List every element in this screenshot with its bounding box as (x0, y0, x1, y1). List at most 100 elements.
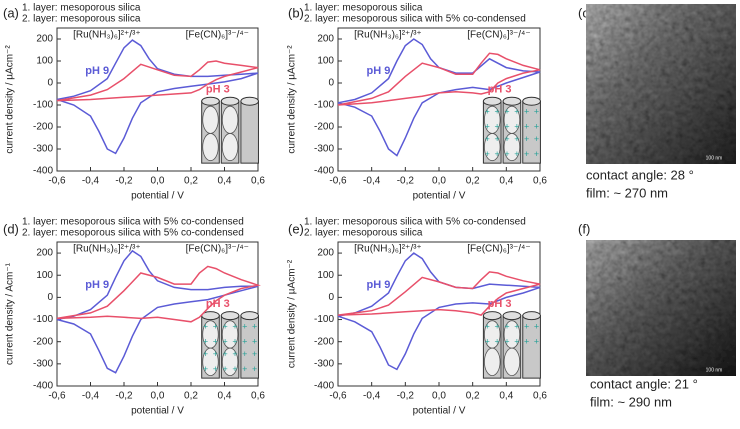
y-axis-label: current density / µAcm⁻² (5, 45, 16, 154)
cv-curve (337, 52, 541, 106)
x-tick-label: -0,2 (397, 391, 415, 402)
charge-mark: + (213, 349, 218, 359)
charge-mark: + (485, 122, 490, 132)
y-tick-label: -200 (314, 336, 334, 347)
x-tick-label: 0,6 (251, 391, 265, 402)
charge-mark: + (232, 349, 237, 359)
charge-mark: + (514, 321, 519, 331)
caption: film: ~ 270 nm (586, 185, 668, 200)
charge-mark: + (203, 364, 208, 374)
charge-mark: + (495, 149, 500, 159)
charge-mark: + (485, 336, 490, 346)
fe-complex-label: [Fe(CN)₆]³⁻/⁴⁻ (467, 244, 530, 255)
charge-mark: + (213, 364, 218, 374)
x-tick-label: 0,2 (184, 176, 198, 187)
charge-mark: + (524, 336, 529, 346)
y-axis-label: current density / µAcm⁻² (287, 45, 298, 154)
layer-description: 2. layer: mesoporous silica with 5% co-c… (304, 14, 526, 25)
charge-mark: + (534, 321, 539, 331)
pore-top (502, 96, 522, 106)
series-label: pH 3 (206, 83, 230, 95)
x-axis-label: potential / V (131, 191, 184, 202)
pore-bulge (202, 105, 219, 134)
y-tick-label: -200 (33, 336, 53, 347)
fe-complex-label: [Fe(CN)₆]³⁻/⁴⁻ (186, 244, 249, 255)
y-tick-label: -300 (33, 358, 53, 369)
x-tick-label: -0,2 (115, 176, 133, 187)
pore-bulge (483, 347, 501, 377)
y-axis-label: current density / Acm⁻¹ (5, 262, 16, 365)
charge-mark: + (504, 149, 509, 159)
charge-mark: + (223, 336, 228, 346)
y-tick-label: 200 (317, 34, 334, 45)
y-tick-label: 100 (36, 270, 53, 281)
x-tick-label: -0,6 (329, 391, 347, 402)
pore-top (220, 96, 240, 106)
y-tick-label: -100 (33, 100, 53, 111)
charge-mark: + (223, 321, 228, 331)
charge-mark: + (534, 134, 539, 144)
scale-bar-label: 100 nm (706, 367, 723, 373)
y-tick-label: 200 (36, 34, 53, 45)
x-tick-label: 0,6 (533, 176, 547, 187)
layer-description: 1. layer: mesoporous silica with 5% co-c… (22, 217, 244, 228)
y-tick-label: 200 (317, 248, 334, 259)
x-axis-label: potential / V (413, 406, 466, 417)
ru-complex-label: [Ru(NH₃)₆]²⁺/³⁺ (354, 244, 422, 255)
x-tick-label: -0,6 (48, 176, 66, 187)
tem-image (586, 4, 736, 164)
y-tick-label: -300 (33, 144, 53, 155)
charge-mark: + (504, 321, 509, 331)
charge-mark: + (203, 336, 208, 346)
series-label: pH 9 (85, 279, 109, 291)
x-tick-label: -0,4 (82, 391, 100, 402)
charge-mark: + (514, 122, 519, 132)
y-tick-label: -100 (33, 314, 53, 325)
x-tick-label: 0,2 (466, 391, 480, 402)
charge-mark: + (495, 134, 500, 144)
caption: contact angle: 28 ° (586, 167, 694, 182)
x-tick-label: 0,4 (218, 391, 232, 402)
y-tick-label: 100 (36, 56, 53, 67)
x-tick-label: -0,4 (363, 391, 381, 402)
scale-bar-label: 100 nm (706, 155, 723, 161)
ru-complex-label: [Ru(NH₃)₆]²⁺/³⁺ (354, 30, 422, 41)
charge-mark: + (203, 349, 208, 359)
series-label: pH 9 (366, 279, 390, 291)
x-tick-label: 0,0 (432, 391, 446, 402)
charge-mark: + (485, 134, 490, 144)
pore-bulge (503, 347, 521, 377)
y-tick-label: -100 (314, 100, 334, 111)
charge-mark: + (504, 122, 509, 132)
layer-description: 2. layer: mesoporous silica (22, 14, 141, 25)
y-axis-label: current density / µAcm⁻² (287, 259, 298, 368)
y-tick-label: 0 (47, 292, 53, 303)
series-label: pH 9 (85, 65, 109, 77)
fe-complex-label: [Fe(CN)₆]³⁻/⁴⁻ (467, 30, 530, 41)
caption: film: ~ 290 nm (590, 394, 672, 409)
cv-curve (56, 249, 259, 374)
x-tick-label: 0,0 (151, 176, 165, 187)
cv-curve (56, 60, 259, 102)
chart-panel: (d) 1. layer: mesoporous silica with 5% c… (3, 217, 265, 417)
y-tick-label: 0 (47, 78, 53, 89)
charge-mark: + (242, 336, 247, 346)
pore-top (482, 96, 502, 106)
x-tick-label: 0,0 (432, 176, 446, 187)
y-tick-label: -400 (33, 166, 53, 177)
charge-mark: + (223, 364, 228, 374)
ru-complex-label: [Ru(NH₃)₆]²⁺/³⁺ (73, 30, 141, 41)
layer-description: 1. layer: mesoporous silica (304, 3, 423, 14)
charge-mark: + (203, 321, 208, 331)
charge-mark: + (485, 107, 490, 117)
y-tick-label: -400 (33, 381, 53, 392)
tem-image (586, 240, 736, 376)
charge-mark: + (504, 134, 509, 144)
pore-bulge (202, 347, 219, 377)
charge-mark: + (252, 349, 257, 359)
charge-mark: + (514, 149, 519, 159)
y-tick-label: 0 (328, 292, 334, 303)
charge-mark: + (504, 107, 509, 117)
